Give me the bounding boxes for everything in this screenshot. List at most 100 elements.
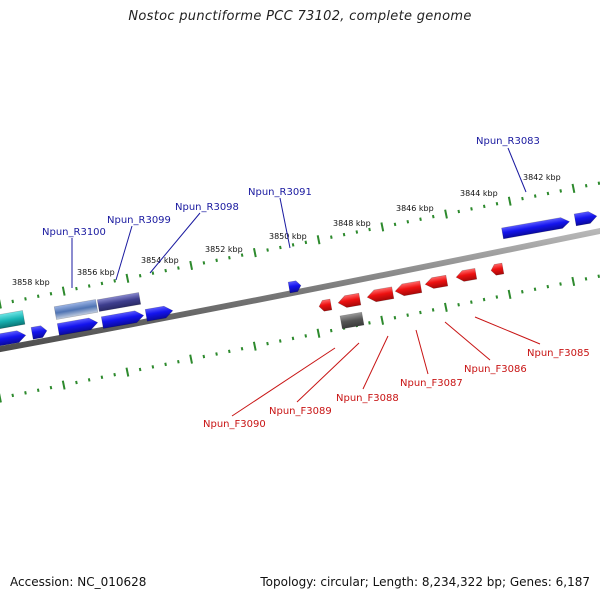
major-tick bbox=[189, 260, 194, 271]
minor-tick bbox=[419, 310, 422, 315]
minor-tick bbox=[164, 362, 167, 367]
minor-tick bbox=[113, 279, 116, 283]
major-tick bbox=[443, 302, 448, 312]
minor-tick bbox=[521, 196, 524, 201]
minor-tick bbox=[533, 287, 537, 291]
gene-label-npun-f3089[interactable]: Npun_F3089 bbox=[269, 406, 332, 417]
reverse-gene-block[interactable] bbox=[30, 325, 48, 340]
forward-gene-block[interactable] bbox=[424, 274, 449, 290]
gene-leader-line bbox=[415, 329, 429, 375]
gene-leader-line bbox=[231, 347, 336, 417]
minor-tick bbox=[457, 302, 460, 307]
reverse-gene-block[interactable] bbox=[0, 310, 26, 330]
kbp-tick-label: 3858 kbp bbox=[12, 278, 50, 287]
minor-tick bbox=[393, 222, 397, 227]
minor-tick bbox=[215, 352, 218, 356]
major-tick bbox=[252, 341, 257, 351]
minor-tick bbox=[228, 255, 231, 260]
minor-tick bbox=[495, 295, 499, 299]
minor-tick bbox=[36, 294, 40, 299]
kbp-tick-label: 3848 kbp bbox=[333, 219, 371, 228]
reverse-gene-block[interactable] bbox=[56, 317, 99, 336]
minor-tick bbox=[266, 248, 269, 252]
major-tick bbox=[61, 286, 66, 296]
minor-tick bbox=[342, 232, 346, 237]
major-tick bbox=[61, 380, 66, 390]
reverse-gene-block[interactable] bbox=[100, 309, 145, 329]
minor-tick bbox=[266, 341, 269, 346]
major-tick bbox=[571, 183, 576, 193]
gene-label-npun-r3098[interactable]: Npun_R3098 bbox=[175, 202, 239, 213]
gene-label-npun-r3091[interactable]: Npun_R3091 bbox=[248, 187, 312, 198]
forward-gene-block[interactable] bbox=[339, 311, 365, 330]
minor-tick bbox=[431, 308, 435, 312]
minor-tick bbox=[419, 217, 422, 221]
major-tick bbox=[316, 235, 321, 245]
minor-tick bbox=[100, 281, 104, 286]
forward-gene-block[interactable] bbox=[337, 292, 362, 309]
gene-label-npun-f3087[interactable]: Npun_F3087 bbox=[400, 378, 463, 389]
gene-label-npun-r3083[interactable]: Npun_R3083 bbox=[476, 136, 540, 147]
gene-label-npun-f3085[interactable]: Npun_F3085 bbox=[527, 348, 590, 359]
reverse-gene-block[interactable] bbox=[53, 299, 99, 320]
minor-tick bbox=[75, 286, 78, 291]
minor-tick bbox=[330, 235, 333, 239]
reverse-gene-block[interactable] bbox=[501, 216, 571, 240]
minor-tick bbox=[304, 334, 308, 338]
major-tick bbox=[316, 328, 321, 338]
minor-tick bbox=[138, 367, 142, 372]
gene-leader-line bbox=[149, 212, 201, 274]
forward-gene-block[interactable] bbox=[318, 298, 333, 312]
gene-label-npun-f3090[interactable]: Npun_F3090 bbox=[203, 419, 266, 430]
minor-tick bbox=[24, 297, 27, 301]
minor-tick bbox=[457, 209, 461, 214]
major-tick bbox=[380, 315, 385, 325]
minor-tick bbox=[24, 391, 27, 395]
forward-gene-block[interactable] bbox=[394, 280, 423, 297]
minor-tick bbox=[151, 271, 155, 275]
minor-tick bbox=[100, 375, 104, 380]
minor-tick bbox=[584, 277, 588, 281]
reverse-gene-block[interactable] bbox=[96, 292, 142, 312]
gene-label-npun-f3088[interactable]: Npun_F3088 bbox=[336, 393, 399, 404]
gene-label-npun-f3086[interactable]: Npun_F3086 bbox=[464, 364, 527, 375]
minor-tick bbox=[49, 291, 53, 296]
reverse-gene-block[interactable] bbox=[573, 210, 598, 227]
forward-gene-block[interactable] bbox=[490, 262, 505, 276]
minor-tick bbox=[559, 282, 562, 286]
minor-tick bbox=[482, 297, 486, 302]
outer-tick-ring bbox=[0, 181, 600, 309]
major-tick bbox=[252, 247, 257, 258]
minor-tick bbox=[87, 378, 91, 382]
forward-gene-labels: Npun_F3085 Npun_F3086 Npun_F3087 Npun_F3… bbox=[203, 316, 590, 430]
reverse-gene-labels: Npun_R3083 Npun_R3091 Npun_R3098 Npun_R3… bbox=[42, 136, 540, 288]
minor-tick bbox=[36, 388, 40, 392]
minor-tick bbox=[559, 189, 563, 193]
gene-label-npun-r3099[interactable]: Npun_R3099 bbox=[107, 215, 171, 226]
reverse-gene-block[interactable] bbox=[144, 305, 174, 322]
genome-backbone bbox=[0, 228, 600, 353]
forward-gene-block[interactable] bbox=[366, 286, 395, 303]
minor-tick bbox=[406, 313, 409, 317]
reverse-gene-block[interactable] bbox=[0, 329, 27, 348]
major-tick bbox=[571, 276, 576, 287]
gene-leader-line bbox=[474, 316, 541, 345]
minor-tick bbox=[138, 273, 142, 278]
gene-leader-line bbox=[444, 321, 491, 361]
minor-tick bbox=[278, 339, 282, 343]
forward-gene-block[interactable] bbox=[455, 267, 478, 282]
minor-tick bbox=[87, 284, 91, 288]
minor-tick bbox=[329, 328, 333, 333]
major-tick bbox=[125, 273, 130, 283]
minor-tick bbox=[521, 290, 524, 294]
minor-tick bbox=[177, 359, 180, 364]
minor-tick bbox=[202, 261, 206, 265]
minor-tick bbox=[202, 354, 206, 359]
kbp-tick-label: 3842 kbp bbox=[523, 173, 561, 182]
minor-tick bbox=[164, 268, 167, 273]
gene-label-npun-r3100[interactable]: Npun_R3100 bbox=[42, 227, 106, 238]
minor-tick bbox=[240, 253, 244, 257]
reverse-gene-block[interactable] bbox=[287, 280, 302, 294]
kbp-tick-label: 3852 kbp bbox=[205, 245, 243, 254]
gene-leader-line bbox=[296, 342, 360, 403]
